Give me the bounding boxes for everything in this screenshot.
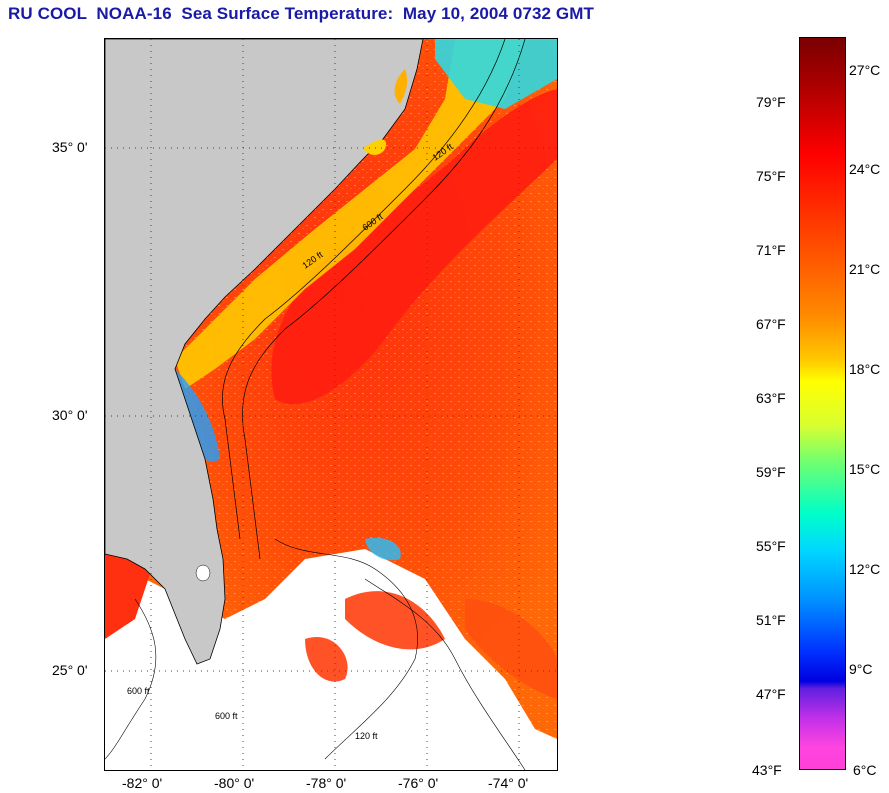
- shelf-water: [175, 39, 525, 389]
- colorbar-c-label: 27°C: [849, 62, 881, 78]
- colorbar-f-label: 51°F: [756, 612, 786, 628]
- colorbar-c-label: 18°C: [849, 361, 881, 377]
- colorbar-f-label: 71°F: [756, 242, 786, 258]
- lon-label-82: -82° 0': [122, 775, 163, 791]
- lat-label-35: 35° 0': [52, 139, 88, 155]
- gulf-stream: [271, 89, 557, 405]
- lon-label-78: -78° 0': [306, 775, 347, 791]
- colorbar-c-label: 24°C: [849, 161, 881, 177]
- colorbar-c-label: 9°C: [849, 661, 873, 677]
- colorbar-f-label: 79°F: [756, 94, 786, 110]
- isobath-label-6: 600 ft: [215, 711, 238, 721]
- sst-map-svg: 120 ft 600 ft 120 ft 600 ft 120 ft 600 f…: [105, 39, 557, 770]
- lon-label-80: -80° 0': [214, 775, 255, 791]
- colorbar-c-label: 12°C: [849, 561, 881, 577]
- isobath-label-5: 120 ft: [355, 731, 378, 741]
- map-title: RU COOL NOAA-16 Sea Surface Temperature:…: [8, 4, 594, 23]
- temperature-colorbar: [799, 37, 846, 770]
- colorbar-f-label: 47°F: [756, 686, 786, 702]
- isobath-600ft: [242, 39, 526, 560]
- lat-label-30: 30° 0': [52, 407, 88, 423]
- isobath-120ft: [222, 39, 506, 540]
- lon-label-76: -76° 0': [398, 775, 439, 791]
- colorbar-f-label: 67°F: [756, 316, 786, 332]
- sst-map[interactable]: 120 ft 600 ft 120 ft 600 ft 120 ft 600 f…: [104, 38, 558, 771]
- colorbar-f-label: 59°F: [756, 464, 786, 480]
- colorbar-c-label: 15°C: [849, 461, 881, 477]
- colorbar-c-label: 6°C: [853, 762, 877, 778]
- colorbar-f-label: 55°F: [756, 538, 786, 554]
- lon-label-74: -74° 0': [488, 775, 529, 791]
- lat-label-25: 25° 0': [52, 662, 88, 678]
- land-mass: [105, 39, 424, 665]
- colorbar-f-label: 63°F: [756, 390, 786, 406]
- colorbar-f-label: 75°F: [756, 168, 786, 184]
- colorbar-c-label: 21°C: [849, 261, 881, 277]
- isobath-label-4: 600 ft: [127, 686, 150, 696]
- colorbar-f-label: 43°F: [752, 762, 782, 778]
